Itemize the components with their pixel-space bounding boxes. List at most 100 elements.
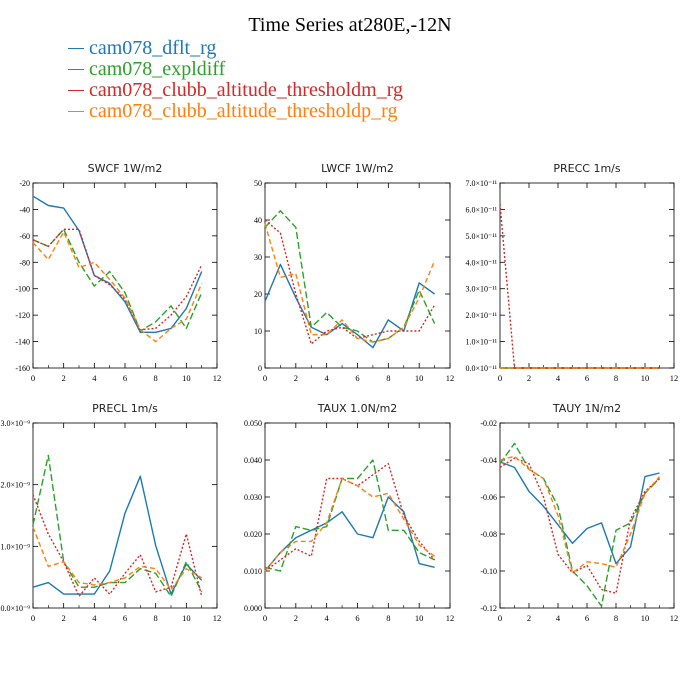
series-line bbox=[264, 477, 436, 572]
y-tick-label: 0 bbox=[258, 364, 262, 373]
y-tick-label: 2.0×10⁻¹¹ bbox=[465, 311, 497, 320]
x-tick-label: 8 bbox=[154, 373, 158, 383]
plot-frame bbox=[499, 182, 675, 369]
y-tick-label: 5.0×10⁻¹¹ bbox=[465, 232, 497, 241]
x-tick-label: 4 bbox=[92, 373, 97, 383]
x-tick-label: 0 bbox=[31, 373, 35, 383]
x-tick-label: 4 bbox=[556, 613, 561, 623]
legend-label: cam078_clubb_altitude_thresholdp_rg bbox=[89, 100, 398, 122]
x-tick-label: 12 bbox=[446, 373, 455, 383]
x-tick-label: 6 bbox=[585, 613, 589, 623]
y-tick-label: -0.12 bbox=[480, 604, 497, 613]
x-tick-label: 10 bbox=[641, 373, 650, 383]
y-tick-label: 30 bbox=[254, 253, 262, 262]
series-line bbox=[32, 526, 203, 591]
y-tick-label: -0.08 bbox=[480, 530, 497, 539]
x-tick-label: 2 bbox=[62, 373, 66, 383]
legend-swatch bbox=[68, 69, 84, 70]
y-tick-label: -0.04 bbox=[480, 456, 497, 465]
x-tick-label: 0 bbox=[263, 373, 267, 383]
x-tick-label: 12 bbox=[446, 613, 455, 623]
chart-title: LWCF 1W/m2 bbox=[321, 162, 394, 175]
y-tick-label: 0.030 bbox=[244, 493, 262, 502]
y-tick-label: -20 bbox=[19, 179, 30, 188]
x-tick-label: 8 bbox=[614, 373, 618, 383]
series-line bbox=[264, 463, 436, 572]
series-line bbox=[32, 228, 203, 332]
series-line bbox=[32, 195, 203, 333]
x-tick-label: 8 bbox=[154, 613, 158, 623]
legend-label: cam078_dflt_rg bbox=[89, 37, 217, 59]
y-tick-label: -0.06 bbox=[480, 493, 497, 502]
chart-panel: SWCF 1W/m2 0 2 4 6 8 10 12 -160 -140 -120 -100 -80 -6… bbox=[15, 162, 221, 383]
y-tick-label: 50 bbox=[254, 179, 262, 188]
y-tick-label: -0.02 bbox=[480, 419, 497, 428]
figure-title: Time Series at280E,-12N bbox=[248, 14, 452, 36]
y-tick-label: -120 bbox=[15, 311, 30, 320]
y-tick-label: 0.020 bbox=[244, 530, 262, 539]
y-tick-label: -60 bbox=[19, 232, 30, 241]
series-line bbox=[499, 461, 660, 565]
x-tick-label: 0 bbox=[263, 613, 267, 623]
y-tick-label: 2.0×10⁻⁹ bbox=[0, 481, 30, 490]
x-tick-label: 2 bbox=[62, 613, 66, 623]
legend-swatch bbox=[68, 48, 84, 49]
x-tick-label: 6 bbox=[355, 613, 359, 623]
y-tick-label: 7.0×10⁻¹¹ bbox=[465, 179, 497, 188]
x-tick-label: 12 bbox=[670, 613, 679, 623]
x-tick-label: 4 bbox=[325, 613, 330, 623]
series-line bbox=[264, 459, 435, 572]
y-tick-label: 1.0×10⁻⁹ bbox=[0, 542, 30, 551]
y-tick-label: 3.0×10⁻⁹ bbox=[0, 419, 30, 428]
x-tick-label: 10 bbox=[182, 613, 191, 623]
chart-panel: TAUY 1N/m2 0 2 4 6 8 10 12 -0.12 -0.10 -0.08 -0.06 -… bbox=[480, 402, 678, 623]
x-tick-label: 12 bbox=[213, 613, 222, 623]
legend-item: cam078_clubb_altitude_thresholdp_rg bbox=[68, 101, 403, 122]
chart-title: PRECC 1m/s bbox=[553, 162, 621, 175]
x-tick-label: 10 bbox=[182, 373, 191, 383]
x-tick-label: 12 bbox=[670, 373, 679, 383]
x-tick-label: 2 bbox=[294, 613, 298, 623]
chart-title: SWCF 1W/m2 bbox=[88, 162, 163, 175]
x-tick-label: 4 bbox=[92, 613, 97, 623]
chart-panel: LWCF 1W/m2 0 2 4 6 8 10 12 0 10 20 30 40 50 bbox=[254, 162, 454, 383]
x-tick-label: 0 bbox=[498, 373, 502, 383]
chart-panel: PRECC 1m/s 0 2 4 6 8 10 12 0.0×10⁻¹¹ 1.0×10⁻¹¹ 2.0… bbox=[465, 162, 678, 383]
series-line bbox=[264, 219, 436, 345]
series-line bbox=[32, 494, 203, 598]
series-line bbox=[264, 210, 436, 343]
y-tick-label: 0.050 bbox=[244, 419, 262, 428]
y-tick-label: -0.10 bbox=[480, 567, 497, 576]
plot-frame bbox=[264, 422, 451, 609]
x-tick-label: 6 bbox=[585, 373, 589, 383]
series-line bbox=[32, 454, 203, 598]
legend: cam078_dflt_rg cam078_expldiff cam078_cl… bbox=[68, 38, 403, 122]
x-tick-label: 10 bbox=[641, 613, 650, 623]
chart-title: TAUX 1.0N/m2 bbox=[317, 402, 398, 415]
x-tick-label: 0 bbox=[498, 613, 502, 623]
series-line bbox=[32, 228, 203, 331]
x-tick-label: 10 bbox=[415, 613, 424, 623]
series-line bbox=[264, 223, 436, 343]
y-tick-label: -100 bbox=[15, 285, 30, 294]
y-tick-label: 3.0×10⁻¹¹ bbox=[465, 285, 497, 294]
x-tick-label: 6 bbox=[355, 373, 359, 383]
x-tick-label: 4 bbox=[325, 373, 330, 383]
x-tick-label: 8 bbox=[386, 373, 390, 383]
y-tick-label: 0.0×10⁻⁹ bbox=[0, 604, 30, 613]
y-tick-label: 6.0×10⁻¹¹ bbox=[465, 205, 497, 214]
x-tick-label: 6 bbox=[123, 373, 127, 383]
y-tick-label: 10 bbox=[254, 327, 262, 336]
y-tick-label: 40 bbox=[254, 216, 262, 225]
legend-item: cam078_dflt_rg bbox=[68, 38, 403, 59]
x-tick-label: 8 bbox=[386, 613, 390, 623]
series-line bbox=[32, 231, 203, 343]
chart-title: TAUY 1N/m2 bbox=[552, 402, 621, 415]
x-tick-label: 2 bbox=[294, 373, 298, 383]
x-tick-label: 4 bbox=[556, 373, 561, 383]
y-tick-label: -80 bbox=[19, 258, 30, 267]
legend-item: cam078_clubb_altitude_thresholdm_rg bbox=[68, 80, 403, 101]
legend-label: cam078_clubb_altitude_thresholdm_rg bbox=[89, 79, 404, 101]
x-tick-label: 8 bbox=[614, 613, 618, 623]
x-tick-label: 2 bbox=[527, 373, 531, 383]
